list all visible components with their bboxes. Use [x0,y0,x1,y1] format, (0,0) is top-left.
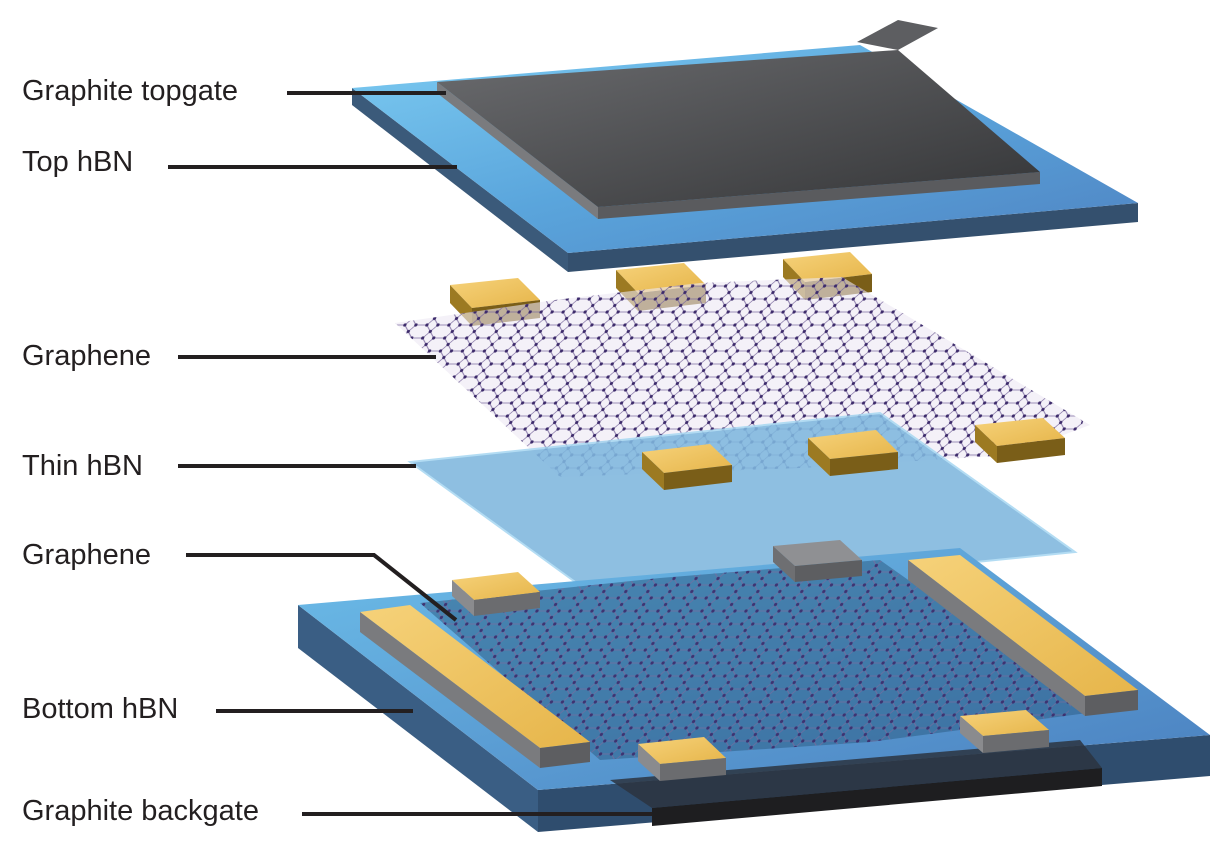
gold-contact [452,572,540,616]
top-hbn-right-side [568,203,1138,272]
gold-contact [960,710,1049,753]
graphite-backgate-front-side [652,768,1102,826]
leader-graphene-bottom [186,553,458,622]
bottom-hbn-left-side [298,605,538,832]
graphite-topgate-front-side [437,82,598,219]
gold-contact [642,444,732,490]
gold-contact [808,430,898,476]
label-thin-hbn: Thin hBN [22,450,143,482]
top-hbn-front-side [352,88,568,272]
label-graphite-backgate: Graphite backgate [22,795,259,827]
label-graphene-top: Graphene [22,340,151,372]
gold-contact [638,737,726,781]
graphite-backgate-layer [610,740,1102,826]
top-graphene-front-contacts [642,418,1065,490]
gold-contact [975,418,1065,463]
leader-lines [168,91,652,816]
label-graphite-topgate: Graphite topgate [22,75,239,107]
graphite-topgate-top-face [437,50,1040,207]
graphite-topgate-layer [437,20,1040,219]
gold-contact-bar [908,555,1138,716]
graphite-topgate-tab [857,20,938,50]
bottom-contacts [360,540,1138,781]
label-top-hbn: Top hBN [22,146,134,178]
graphite-backgate-top-face [610,740,1102,808]
label-graphene-bottom: Graphene [22,539,151,571]
gray-contact [773,540,862,582]
label-bottom-hbn: Bottom hBN [22,693,179,725]
gold-contact-bar [360,605,590,768]
graphite-topgate-right-side [598,172,1040,219]
